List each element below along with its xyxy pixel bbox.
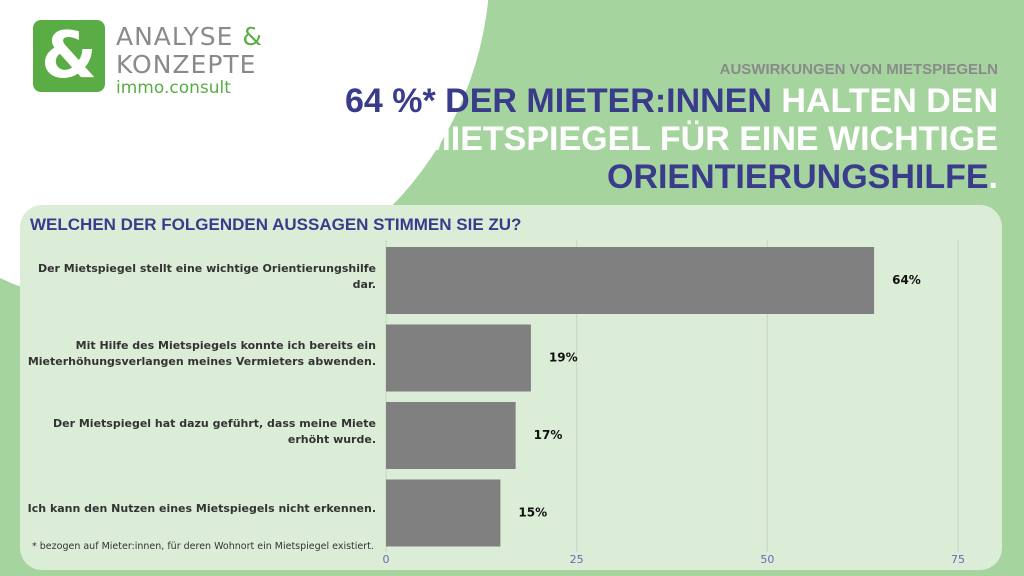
logo-amp: & bbox=[242, 22, 263, 51]
value-label: 64% bbox=[892, 273, 921, 287]
x-tick-label: 25 bbox=[570, 553, 584, 566]
logo-symbol: & bbox=[33, 20, 105, 92]
headline-line: 64 %* DER MIETER:INNEN HALTEN DEN bbox=[345, 82, 998, 120]
logo-line2: KONZEPTE bbox=[116, 50, 257, 79]
x-tick-label: 0 bbox=[383, 553, 390, 566]
bar bbox=[386, 402, 516, 469]
category-label: Der Mietspiegel hat dazu geführt, dass m… bbox=[53, 416, 376, 446]
category-label: Mit Hilfe des Mietspiegels konnte ich be… bbox=[27, 339, 376, 368]
headline-part: ORIENTIERUNGSHILFE bbox=[606, 158, 989, 196]
headline-line: ORIENTIERUNGSHILFE. bbox=[345, 158, 998, 196]
headline-part: MIETSPIEGEL FÜR EINE WICHTIGE bbox=[422, 120, 998, 158]
headline-part: 64 %* DER MIETER:INNEN bbox=[345, 82, 772, 120]
bar bbox=[386, 247, 875, 314]
category-label: Der Mietspiegel stellt eine wichtige Ori… bbox=[37, 261, 376, 291]
value-label: 15% bbox=[518, 506, 547, 520]
logo-line3: immo.consult bbox=[116, 78, 231, 98]
headline-line: MIETSPIEGEL FÜR EINE WICHTIGE bbox=[345, 120, 998, 158]
bar bbox=[386, 324, 531, 392]
x-tick-label: 50 bbox=[760, 553, 774, 566]
kicker: AUSWIRKUNGEN VON MIETSPIEGELN bbox=[719, 61, 998, 78]
headline-part: HALTEN DEN bbox=[771, 82, 998, 120]
logo-text: ANALYSE bbox=[116, 22, 234, 51]
footnote: * bezogen auf Mieter:innen, für deren Wo… bbox=[32, 541, 374, 552]
chart-title: WELCHEN DER FOLGENDEN AUSSAGEN STIMMEN S… bbox=[30, 215, 522, 234]
x-tick-label: 75 bbox=[951, 553, 965, 566]
bar bbox=[386, 479, 501, 547]
value-label: 19% bbox=[549, 351, 578, 365]
logo-line1: ANALYSE & bbox=[116, 24, 263, 49]
category-label: Ich kann den Nutzen eines Mietspiegels n… bbox=[27, 502, 376, 515]
value-label: 17% bbox=[534, 428, 563, 442]
headline: 64 %* DER MIETER:INNEN HALTEN DEN MIETSPI… bbox=[345, 82, 998, 196]
headline-part: . bbox=[988, 158, 998, 196]
